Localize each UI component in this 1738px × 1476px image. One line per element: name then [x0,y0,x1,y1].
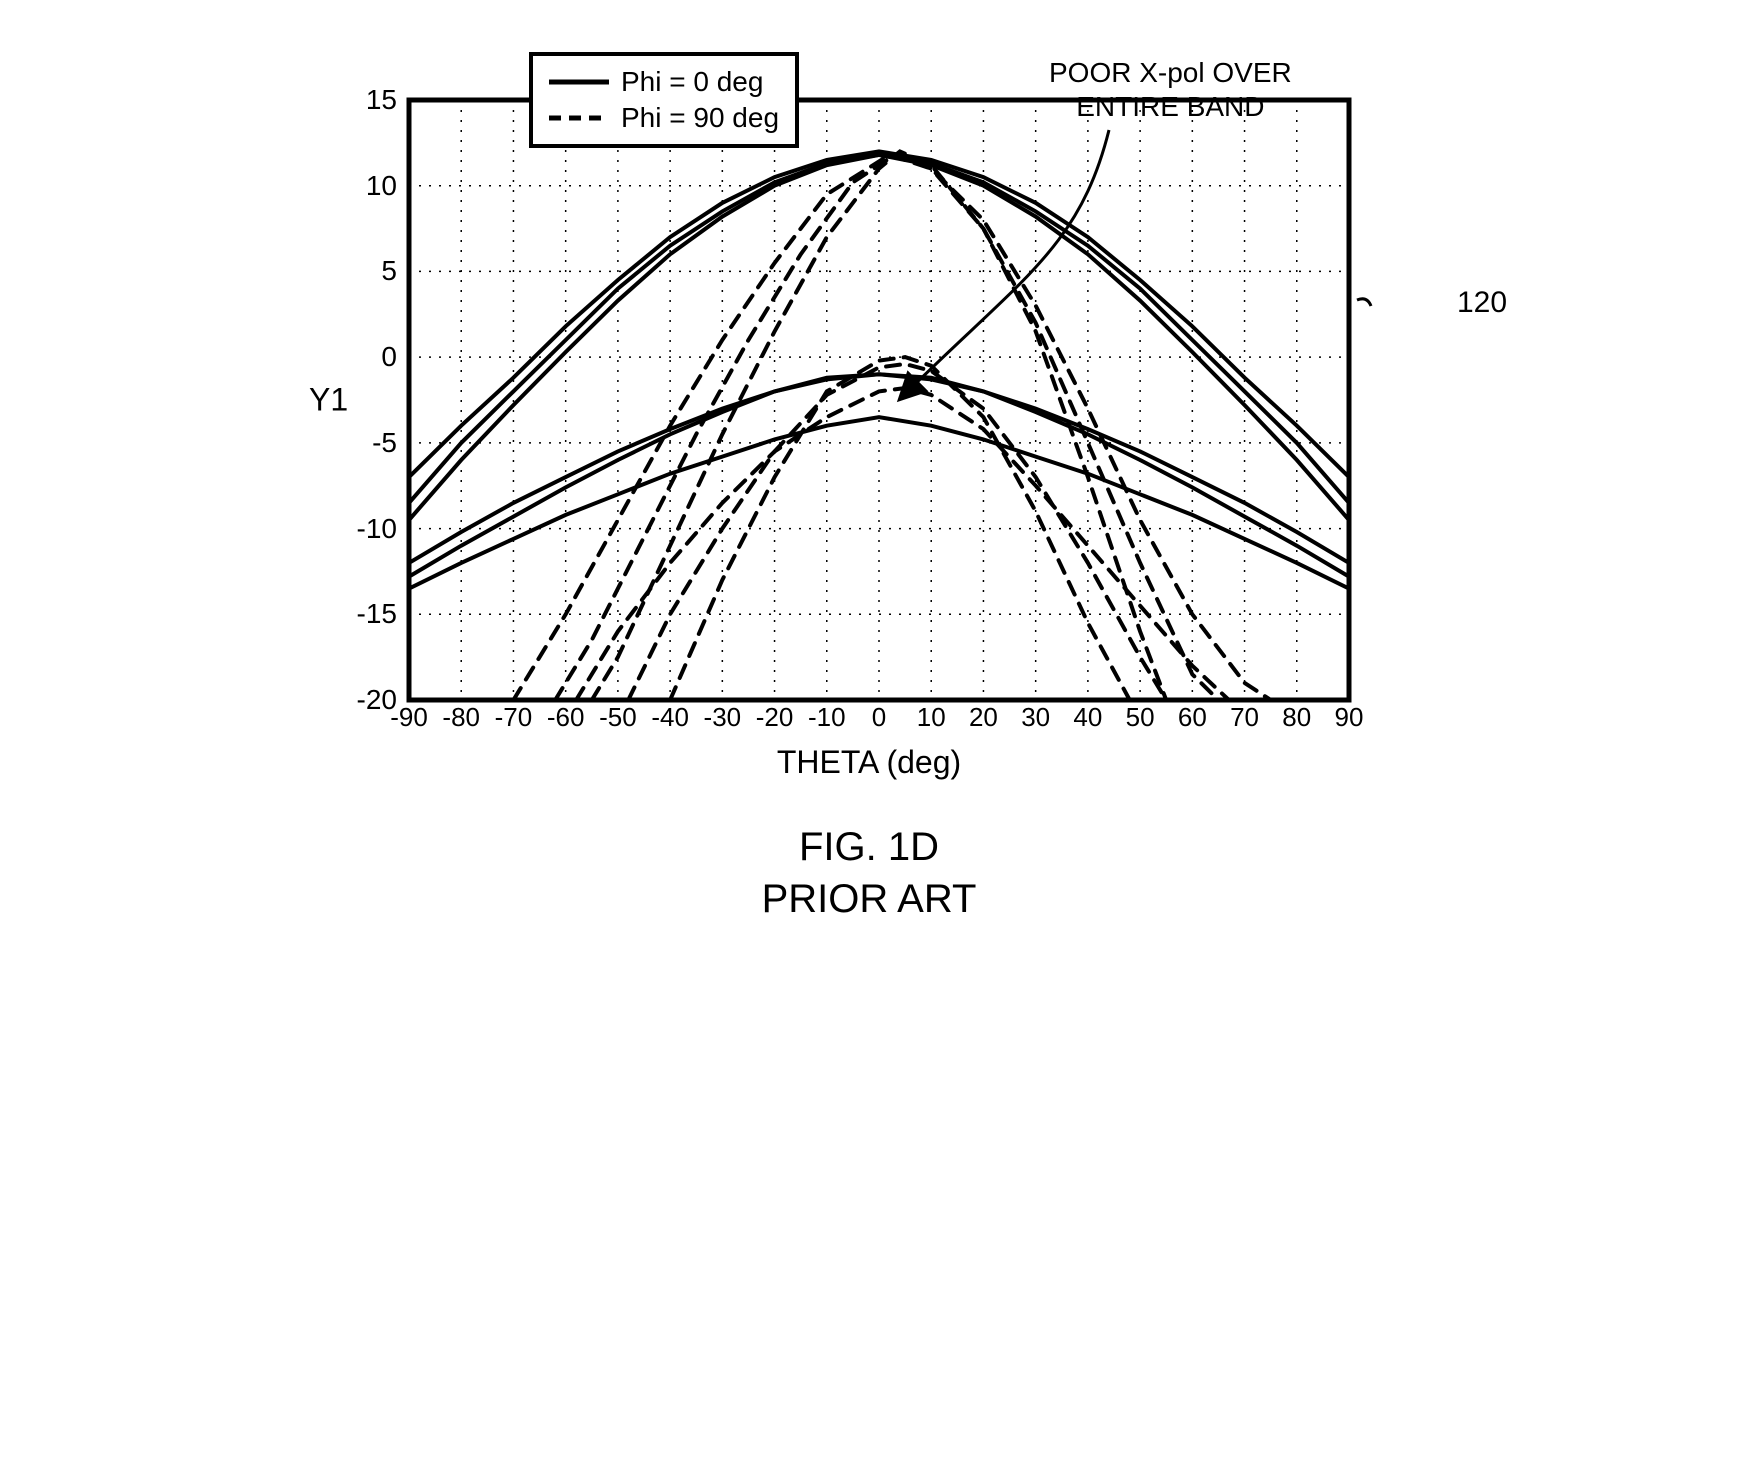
y-tick-label: 15 [347,84,397,116]
x-tick-label: 50 [1126,702,1155,733]
y-tick-label: 10 [347,170,397,202]
x-tick-label: 40 [1073,702,1102,733]
caption-line1: FIG. 1D [799,825,939,869]
x-tick-label: 10 [917,702,946,733]
figure-caption: FIG. 1D PRIOR ART [319,821,1419,925]
caption-line2: PRIOR ART [762,877,977,921]
legend-item: Phi = 0 deg [549,64,779,100]
x-tick-label: -50 [599,702,637,733]
legend-label: Phi = 90 deg [621,102,779,134]
x-tick-label: -10 [808,702,846,733]
y-tick-label: 5 [347,255,397,287]
y-tick-label: 0 [347,341,397,373]
annotation-line1: POOR X-pol OVER [1049,57,1292,88]
x-tick-label: 20 [969,702,998,733]
x-tick-label: 70 [1230,702,1259,733]
x-tick-label: -20 [756,702,794,733]
x-tick-label: -70 [495,702,533,733]
y-tick-label: -10 [347,513,397,545]
x-tick-label: -90 [390,702,428,733]
x-tick-label: -40 [651,702,689,733]
legend-item: Phi = 90 deg [549,100,779,136]
x-tick-label: 60 [1178,702,1207,733]
y-tick-label: -5 [347,427,397,459]
legend-box: Phi = 0 deg Phi = 90 deg [529,52,799,148]
reference-label: 120 [1457,286,1507,320]
chart-svg [319,40,1469,710]
x-tick-row: -90 -80 -70 -60 -50 -40 -30 -20 -10 0 10 20 30 40 50 60… [319,700,1469,736]
legend-label: Phi = 0 deg [621,66,763,98]
y-tick-label: -15 [347,598,397,630]
legend-swatch [549,108,609,128]
x-tick-label: 90 [1335,702,1364,733]
annotation-line2: ENTIRE BAND [1076,91,1264,122]
x-tick-label: -30 [704,702,742,733]
annotation-text: POOR X-pol OVER ENTIRE BAND [1049,56,1292,123]
x-tick-label: -60 [547,702,585,733]
x-tick-label: 0 [872,702,886,733]
plot-area: Phi = 0 deg Phi = 90 deg POOR X-pol OVER … [319,40,1469,700]
x-tick-label: -80 [442,702,480,733]
x-axis-label: THETA (deg) [319,744,1419,781]
chart-container: Phi = 0 deg Phi = 90 deg POOR X-pol OVER … [319,40,1419,925]
x-tick-label: 30 [1021,702,1050,733]
x-tick-label: 80 [1282,702,1311,733]
y-axis-label: Y1 [309,382,348,419]
legend-swatch [549,72,609,92]
